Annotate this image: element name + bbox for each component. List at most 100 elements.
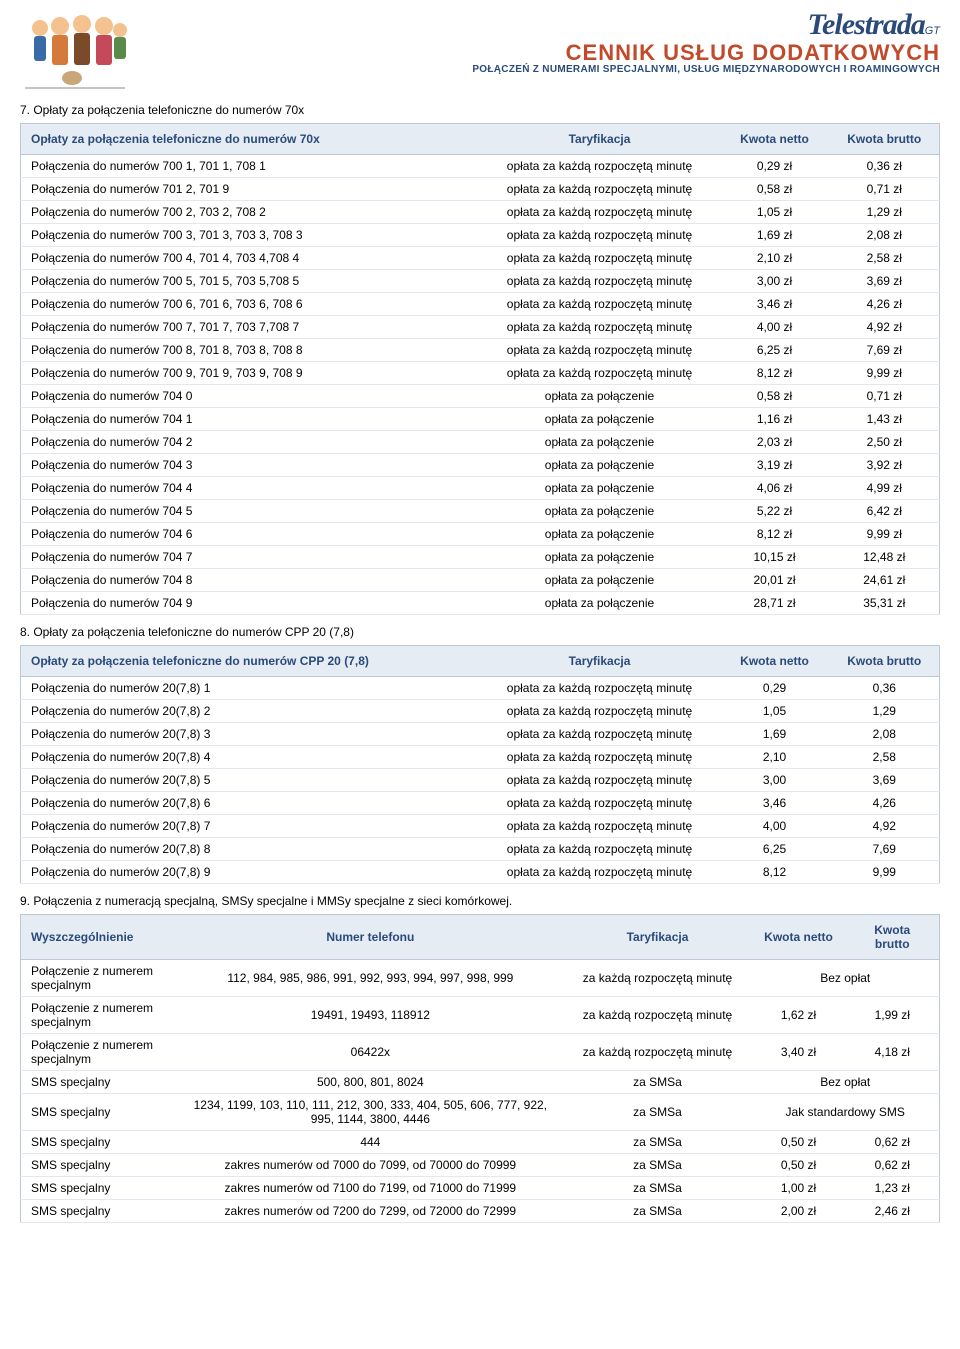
table-cell: SMS specjalny: [21, 1177, 178, 1200]
table-cell: Połączenie z numerem specjalnym: [21, 997, 178, 1034]
column-header: Kwota netto: [720, 646, 830, 677]
column-header: Kwota netto: [752, 915, 846, 960]
table-cell: Połączenia do numerów 20(7,8) 4: [21, 746, 480, 769]
table-row: Połączenia do numerów 20(7,8) 5opłata za…: [21, 769, 940, 792]
table-row: Połączenia do numerów 700 2, 703 2, 708 …: [21, 201, 940, 224]
table-cell: 3,40 zł: [752, 1034, 846, 1071]
section8-table: Opłaty za połączenia telefoniczne do num…: [20, 645, 940, 884]
column-header: Numer telefonu: [177, 915, 563, 960]
table-cell: 2,46 zł: [845, 1200, 939, 1223]
table-row: Połączenie z numerem specjalnym06422xza …: [21, 1034, 940, 1071]
table-cell: 4,92: [830, 815, 940, 838]
table-row: Połączenia do numerów 700 1, 701 1, 708 …: [21, 155, 940, 178]
column-header: Opłaty za połączenia telefoniczne do num…: [21, 646, 480, 677]
table-cell: Połączenie z numerem specjalnym: [21, 1034, 178, 1071]
table-cell: 1,05 zł: [720, 201, 830, 224]
table-cell: 4,99 zł: [830, 477, 940, 500]
table-cell: Połączenia do numerów 700 4, 701 4, 703 …: [21, 247, 480, 270]
table-cell: 0,29 zł: [720, 155, 830, 178]
table-cell: opłata za każdą rozpoczętą minutę: [480, 155, 720, 178]
table-cell: SMS specjalny: [21, 1200, 178, 1223]
table-cell: Połączenia do numerów 701 2, 701 9: [21, 178, 480, 201]
table-cell: opłata za połączenie: [480, 500, 720, 523]
table-cell: 0,58 zł: [720, 178, 830, 201]
table-cell: opłata za każdą rozpoczętą minutę: [480, 815, 720, 838]
table-cell: zakres numerów od 7000 do 7099, od 70000…: [177, 1154, 563, 1177]
table-cell: Połączenia do numerów 704 8: [21, 569, 480, 592]
table-cell: 24,61 zł: [830, 569, 940, 592]
column-header: Taryfikacja: [480, 646, 720, 677]
table-row: Połączenia do numerów 700 9, 701 9, 703 …: [21, 362, 940, 385]
table-cell: 2,08: [830, 723, 940, 746]
table-row: Połączenia do numerów 20(7,8) 4opłata za…: [21, 746, 940, 769]
table-cell: 0,71 zł: [830, 178, 940, 201]
table-cell: opłata za każdą rozpoczętą minutę: [480, 339, 720, 362]
table-cell-span: Jak standardowy SMS: [752, 1094, 940, 1131]
section9-heading: 9. Połączenia z numeracją specjalną, SMS…: [20, 894, 940, 908]
table-cell: Połączenie z numerem specjalnym: [21, 960, 178, 997]
table-cell: Połączenia do numerów 700 8, 701 8, 703 …: [21, 339, 480, 362]
table-cell: 5,22 zł: [720, 500, 830, 523]
table-cell: 1,16 zł: [720, 408, 830, 431]
table-cell: 2,10: [720, 746, 830, 769]
table-cell: Połączenia do numerów 700 9, 701 9, 703 …: [21, 362, 480, 385]
table-cell: 0,71 zł: [830, 385, 940, 408]
table-cell: Połączenia do numerów 20(7,8) 1: [21, 677, 480, 700]
table-cell: opłata za każdą rozpoczętą minutę: [480, 769, 720, 792]
table-cell: Połączenia do numerów 20(7,8) 9: [21, 861, 480, 884]
column-header: Wyszczególnienie: [21, 915, 178, 960]
table-row: Połączenia do numerów 704 7opłata za poł…: [21, 546, 940, 569]
table-cell: opłata za każdą rozpoczętą minutę: [480, 746, 720, 769]
table-cell: opłata za każdą rozpoczętą minutę: [480, 247, 720, 270]
table-cell: 3,69 zł: [830, 270, 940, 293]
table-cell: 35,31 zł: [830, 592, 940, 615]
table-row: Połączenia do numerów 704 5opłata za poł…: [21, 500, 940, 523]
table-cell: 2,50 zł: [830, 431, 940, 454]
table-row: Połączenia do numerów 700 4, 701 4, 703 …: [21, 247, 940, 270]
table-cell: za SMSa: [564, 1177, 752, 1200]
table-cell: Połączenia do numerów 704 3: [21, 454, 480, 477]
table-cell: 1,43 zł: [830, 408, 940, 431]
table-cell: 8,12: [720, 861, 830, 884]
table-cell: 0,29: [720, 677, 830, 700]
table-cell: 1,05: [720, 700, 830, 723]
table-cell: 1,23 zł: [845, 1177, 939, 1200]
table-cell: opłata za każdą rozpoczętą minutę: [480, 293, 720, 316]
table-cell: 3,46: [720, 792, 830, 815]
table-cell: 7,69: [830, 838, 940, 861]
table-cell: opłata za każdą rozpoczętą minutę: [480, 201, 720, 224]
table-cell: 2,58 zł: [830, 247, 940, 270]
table-cell: zakres numerów od 7100 do 7199, od 71000…: [177, 1177, 563, 1200]
table-row: Połączenia do numerów 704 6opłata za poł…: [21, 523, 940, 546]
table-cell: 4,06 zł: [720, 477, 830, 500]
table-cell: Połączenia do numerów 704 0: [21, 385, 480, 408]
table-cell: za SMSa: [564, 1131, 752, 1154]
table-cell: za SMSa: [564, 1094, 752, 1131]
table-cell-span: Bez opłat: [752, 960, 940, 997]
column-header: Kwota brutto: [845, 915, 939, 960]
table-row: SMS specjalnyzakres numerów od 7100 do 7…: [21, 1177, 940, 1200]
column-header: Kwota netto: [720, 124, 830, 155]
table-row: Połączenia do numerów 20(7,8) 6opłata za…: [21, 792, 940, 815]
table-cell: 28,71 zł: [720, 592, 830, 615]
table-cell: 0,50 zł: [752, 1131, 846, 1154]
table-cell: Połączenia do numerów 704 7: [21, 546, 480, 569]
table-row: Połączenie z numerem specjalnym112, 984,…: [21, 960, 940, 997]
table-cell: opłata za połączenie: [480, 431, 720, 454]
table-cell: opłata za połączenie: [480, 385, 720, 408]
table-cell: 19491, 19493, 118912: [177, 997, 563, 1034]
table-cell: Połączenia do numerów 20(7,8) 2: [21, 700, 480, 723]
table-cell: 8,12 zł: [720, 523, 830, 546]
table-cell: opłata za każdą rozpoczętą minutę: [480, 700, 720, 723]
table-row: Połączenia do numerów 704 2opłata za poł…: [21, 431, 940, 454]
table-cell: 500, 800, 801, 8024: [177, 1071, 563, 1094]
table-cell: 1,00 zł: [752, 1177, 846, 1200]
table-cell: Połączenia do numerów 704 6: [21, 523, 480, 546]
table-cell: 7,69 zł: [830, 339, 940, 362]
section8-heading: 8. Opłaty za połączenia telefoniczne do …: [20, 625, 940, 639]
table-cell: 1,29 zł: [830, 201, 940, 224]
table-row: Połączenia do numerów 704 1opłata za poł…: [21, 408, 940, 431]
table-cell: 1,69: [720, 723, 830, 746]
table-cell: 444: [177, 1131, 563, 1154]
table-row: Połączenia do numerów 20(7,8) 3opłata za…: [21, 723, 940, 746]
